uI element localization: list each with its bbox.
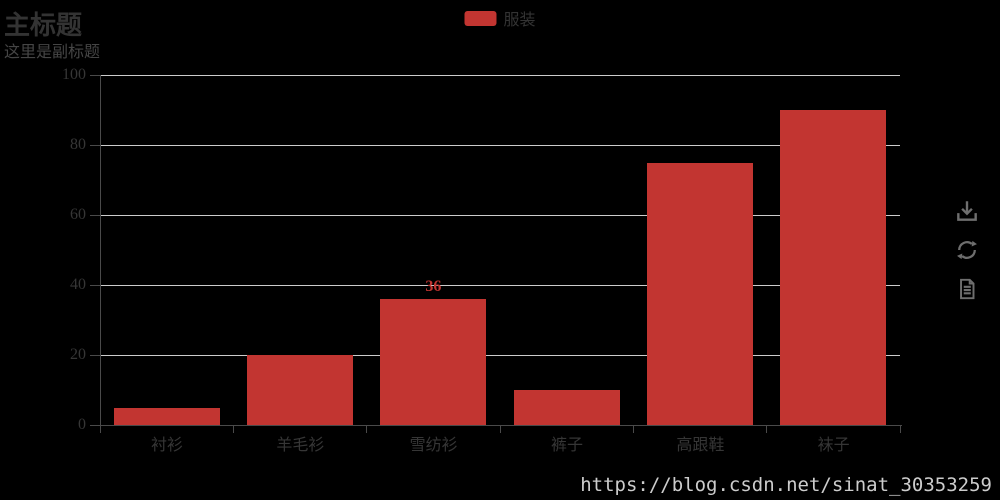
y-tick-80 xyxy=(90,144,100,146)
x-axis-label-袜子: 袜子 xyxy=(817,437,850,454)
legend-marker-icon xyxy=(464,10,497,26)
x-tick-0 xyxy=(99,425,101,433)
gridline-80 xyxy=(100,144,900,146)
x-axis-label-雪纺衫: 雪纺衫 xyxy=(409,437,458,454)
watermark-url: https://blog.csdn.net/sinat_30353259 xyxy=(580,474,992,496)
y-tick-60 xyxy=(90,214,100,216)
bar-雪纺衫[interactable] xyxy=(380,299,487,425)
x-tick-5 xyxy=(766,425,768,433)
y-tick-40 xyxy=(90,284,100,286)
bar-衬衫[interactable] xyxy=(113,407,220,425)
chart-title: 主标题 xyxy=(4,10,83,40)
data-view-icon[interactable] xyxy=(952,274,982,304)
gridline-40 xyxy=(100,284,900,286)
x-tick-1 xyxy=(232,425,234,433)
x-axis-line xyxy=(100,424,902,426)
bar-value-label-雪纺衫: 36 xyxy=(425,278,442,295)
download-icon xyxy=(957,201,977,221)
gridline-100 xyxy=(100,74,900,76)
x-axis-label-裤子: 裤子 xyxy=(550,437,583,454)
legend-item-clothing[interactable]: 服装 xyxy=(464,6,536,30)
x-axis-label-高跟鞋: 高跟鞋 xyxy=(676,437,725,454)
bar-裤子[interactable] xyxy=(513,390,620,425)
gridline-60 xyxy=(100,214,900,216)
y-axis-line xyxy=(99,75,101,425)
toolbox xyxy=(952,196,982,304)
x-axis-label-衬衫: 衬衫 xyxy=(150,437,183,454)
bar-高跟鞋[interactable] xyxy=(647,162,753,425)
y-axis-label-40: 40 xyxy=(70,276,86,293)
legend-label: 服装 xyxy=(503,12,536,29)
x-tick-4 xyxy=(632,425,634,433)
x-tick-6 xyxy=(899,425,901,433)
document-icon xyxy=(960,278,975,300)
y-axis-label-20: 20 xyxy=(70,346,86,363)
x-axis-label-羊毛衫: 羊毛衫 xyxy=(276,437,325,454)
bar-羊毛衫[interactable] xyxy=(247,355,353,425)
x-tick-3 xyxy=(499,425,501,433)
gridline-20 xyxy=(100,354,900,356)
y-tick-100 xyxy=(90,74,100,76)
save-as-image-icon[interactable] xyxy=(952,196,982,226)
y-axis-label-0: 0 xyxy=(78,416,86,433)
bar-袜子[interactable] xyxy=(780,110,887,425)
y-axis-label-100: 100 xyxy=(62,66,86,83)
y-tick-0 xyxy=(90,424,100,426)
restore-icon[interactable] xyxy=(952,235,982,265)
y-tick-20 xyxy=(90,354,100,356)
x-tick-2 xyxy=(366,425,368,433)
chart-subtitle: 这里是副标题 xyxy=(4,44,101,61)
y-axis-label-80: 80 xyxy=(70,136,86,153)
refresh-icon xyxy=(957,240,977,260)
y-axis-label-60: 60 xyxy=(70,206,86,223)
